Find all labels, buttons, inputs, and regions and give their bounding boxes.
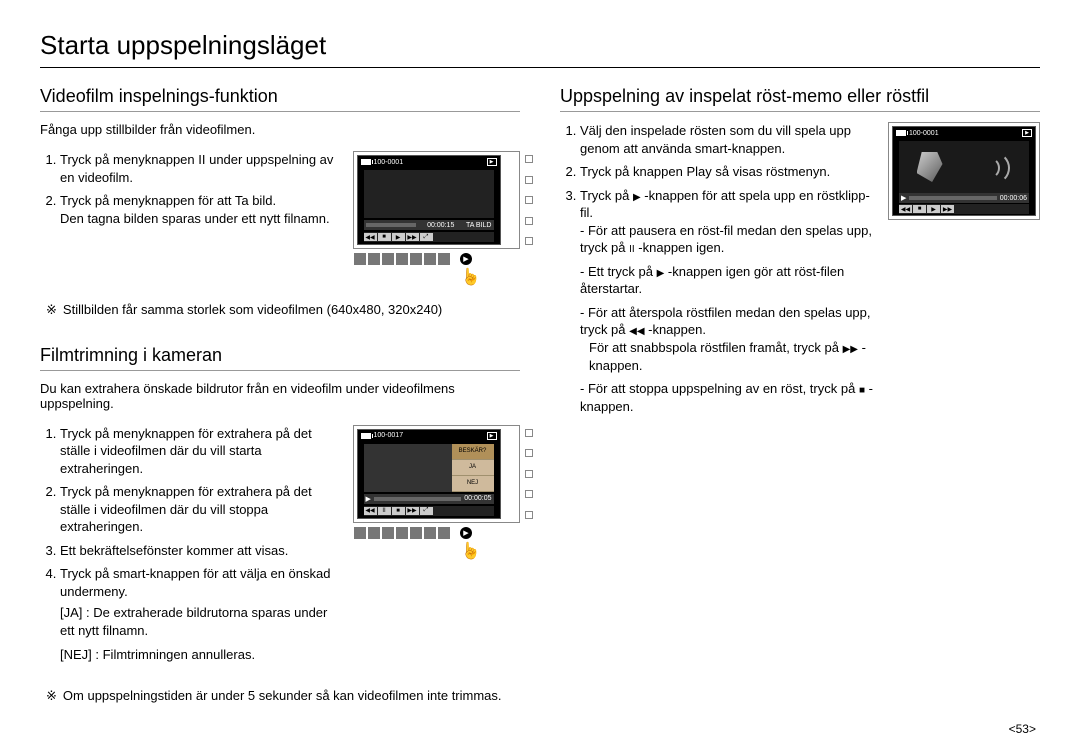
section2-step-3: Ett bekräftelsefönster kommer att visas. xyxy=(60,542,342,560)
pointer-icon: ☝ xyxy=(461,267,481,287)
section2-step-4: Tryck på smart-knappen för att välja en … xyxy=(60,565,342,663)
section2-step-2: Tryck på menyknappen för extrahera på de… xyxy=(60,483,342,536)
bullet-pause: - För att pausera en röst-fil medan den … xyxy=(580,222,878,257)
section2-steps: Tryck på menyknappen för extrahera på de… xyxy=(40,425,342,670)
mic-icon xyxy=(917,152,943,182)
button-row: ▶ xyxy=(352,253,520,265)
section2-note: ※ Om uppspelningstiden är under 5 sekund… xyxy=(46,687,520,705)
section1-note: ※ Stillbilden får samma storlek som vide… xyxy=(46,301,520,319)
page-title: Starta uppspelningsläget xyxy=(40,30,1040,68)
bullet-rewind: - För att återspola röstfilen medan den … xyxy=(580,304,878,374)
pointer-icon: ☝ xyxy=(461,541,481,561)
sound-waves-icon xyxy=(978,153,1012,181)
bullet-restart: - Ett tryck på ▶ -knappen igen gör att r… xyxy=(580,263,878,298)
section3-steps: Välj den inspelade rösten som du vill sp… xyxy=(560,122,878,421)
section1-step-2: Tryck på menyknappen för att Ta bild. De… xyxy=(60,192,342,227)
lcd-preview-capture: 100-0001 ▶ 00:00:15 TA BILD ◀◀ ■ ▶ xyxy=(352,151,520,287)
button-row: ▶ xyxy=(352,527,520,539)
section1-steps: Tryck på menyknappen II under uppspelnin… xyxy=(40,151,342,233)
section-trim-title: Filmtrimning i kameran xyxy=(40,345,520,371)
lcd-preview-trim: 100-0017 ▶ BESKÄR? JA NEJ ▶ xyxy=(352,425,520,561)
section1-intro: Fånga upp stillbilder från videofilmen. xyxy=(40,122,520,137)
section3-step-2: Tryck på knappen Play så visas röstmenyn… xyxy=(580,163,878,181)
section3-step-3: Tryck på ▶ -knappen för att spela upp en… xyxy=(580,187,878,416)
section1-step-1: Tryck på menyknappen II under uppspelnin… xyxy=(60,151,342,186)
section2-intro: Du kan extrahera önskade bildrutor från … xyxy=(40,381,520,411)
lcd-preview-voice: 100-0001 ▶ ▶ 00:00:06 xyxy=(888,122,1040,220)
bullet-stop: - För att stoppa uppspelning av en röst,… xyxy=(580,380,878,415)
section2-step-1: Tryck på menyknappen för extrahera på de… xyxy=(60,425,342,478)
section-voice-title: Uppspelning av inspelat röst-memo eller … xyxy=(560,86,1040,112)
section3-step-1: Välj den inspelade rösten som du vill sp… xyxy=(580,122,878,157)
section-video-capture-title: Videofilm inspelnings-funktion xyxy=(40,86,520,112)
page-number: <53> xyxy=(1009,722,1036,736)
